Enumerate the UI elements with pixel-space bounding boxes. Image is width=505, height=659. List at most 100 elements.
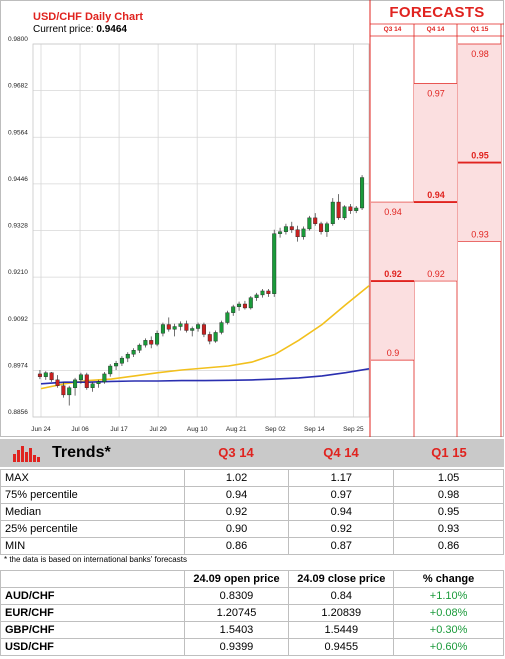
x-tick-label: Sep 14 xyxy=(304,426,325,433)
candle-body xyxy=(242,303,247,309)
candle-body xyxy=(172,326,177,330)
y-tick-label: 0.9800 xyxy=(8,36,28,43)
y-tick-label: 0.9328 xyxy=(8,223,28,230)
value-cell: 0.95 xyxy=(393,503,504,521)
value-cell: 0.98 xyxy=(393,486,504,504)
forecast-range-band xyxy=(414,83,457,282)
candle-body xyxy=(149,340,154,345)
moving-average-line xyxy=(40,285,370,390)
candle-body xyxy=(272,233,277,294)
candle-body xyxy=(49,372,54,381)
candle-body xyxy=(67,387,72,396)
candle-body xyxy=(90,383,95,388)
candle-body xyxy=(219,322,224,333)
candle-body xyxy=(319,223,324,232)
trends-row-p75: 75% percentile 0.94 0.97 0.98 xyxy=(0,486,504,504)
candle-body xyxy=(283,226,288,232)
candle-body xyxy=(354,207,359,211)
value-cell: 0.93 xyxy=(393,520,504,538)
trends-row-p25: 25% percentile 0.90 0.92 0.93 xyxy=(0,520,504,538)
forecast-col-q3: Q3 14 xyxy=(383,26,402,33)
change-cell: +1.10% xyxy=(393,587,504,605)
forecast-min-label: 0.9 xyxy=(387,348,400,358)
fx-row: AUD/CHF 0.8309 0.84 +1.10% xyxy=(0,587,504,605)
trends-title: Trends* xyxy=(52,444,111,461)
value-cell: 0.97 xyxy=(288,486,395,504)
close-cell: 1.5449 xyxy=(288,621,395,639)
fx-table: 24.09 open price 24.09 close price % cha… xyxy=(0,570,504,656)
value-cell: 1.17 xyxy=(288,469,395,487)
forecasts-title: FORECASTS xyxy=(389,4,485,21)
candle-body xyxy=(301,228,306,238)
trends-row-min: MIN 0.86 0.87 0.86 xyxy=(0,537,504,555)
candle-body xyxy=(307,217,312,230)
header-cell: 24.09 close price xyxy=(288,570,395,588)
change-cell: +0.60% xyxy=(393,638,504,656)
forecast-median-label: 0.94 xyxy=(427,190,445,200)
value-cell: 0.87 xyxy=(288,537,395,555)
pair-cell: AUD/CHF xyxy=(0,587,185,605)
candle-body xyxy=(348,206,353,211)
y-tick-label: 0.9210 xyxy=(8,269,28,276)
forecast-median-label: 0.95 xyxy=(471,151,489,161)
y-tick-label: 0.9446 xyxy=(8,176,28,183)
candle-body xyxy=(201,324,206,335)
candle-body xyxy=(131,350,136,355)
x-tick-label: Aug 21 xyxy=(226,426,247,433)
candle-body xyxy=(61,385,66,396)
candle-body xyxy=(137,344,142,351)
row-label: MAX xyxy=(0,469,185,487)
fx-row: USD/CHF 0.9399 0.9455 +0.60% xyxy=(0,638,504,656)
candle-body xyxy=(43,372,48,377)
value-cell: 0.94 xyxy=(288,503,395,521)
x-tick-label: Jul 29 xyxy=(149,426,167,433)
pair-cell: GBP/CHF xyxy=(0,621,185,639)
row-label: 25% percentile xyxy=(0,520,185,538)
x-tick-label: Jul 17 xyxy=(110,426,128,433)
candle-body xyxy=(114,363,119,367)
candle-body xyxy=(336,201,341,219)
value-cell: 0.92 xyxy=(288,520,395,538)
candle-body xyxy=(342,206,347,219)
value-cell: 0.86 xyxy=(183,537,290,555)
header-cell xyxy=(0,570,185,588)
candle-body xyxy=(313,217,318,224)
candle-body xyxy=(73,379,78,388)
chart-frame xyxy=(0,0,504,437)
forecast-col-q1: Q1 15 xyxy=(470,26,489,33)
candle-body xyxy=(119,357,124,364)
x-tick-label: Jul 06 xyxy=(71,426,89,433)
x-tick-label: Aug 10 xyxy=(187,426,208,433)
forecast-col-q4: Q4 14 xyxy=(426,26,445,33)
candle-body xyxy=(96,381,101,385)
open-cell: 0.9399 xyxy=(183,638,290,656)
fx-row: GBP/CHF 1.5403 1.5449 +0.30% xyxy=(0,621,504,639)
candle-body xyxy=(37,373,42,377)
change-cell: +0.08% xyxy=(393,604,504,622)
forecast-min-label: 0.92 xyxy=(427,269,445,279)
candle-body xyxy=(166,324,171,330)
current-price-label: Current price: xyxy=(33,24,94,35)
pair-cell: EUR/CHF xyxy=(0,604,185,622)
trends-table: MAX 1.02 1.17 1.05 75% percentile 0.94 0… xyxy=(0,469,504,555)
candle-body xyxy=(289,226,294,230)
value-cell: 0.86 xyxy=(393,537,504,555)
candle-body xyxy=(278,231,283,234)
value-cell: 0.94 xyxy=(183,486,290,504)
candle-body xyxy=(324,223,329,232)
forecast-median-label: 0.92 xyxy=(384,269,402,279)
candle-body xyxy=(108,365,113,375)
candle-body xyxy=(237,303,242,307)
candle-body xyxy=(178,323,183,327)
forecast-max-label: 0.97 xyxy=(427,89,445,99)
open-cell: 1.5403 xyxy=(183,621,290,639)
candle-body xyxy=(78,374,83,381)
value-cell: 1.05 xyxy=(393,469,504,487)
y-tick-label: 0.9564 xyxy=(8,129,28,136)
candle-body xyxy=(231,306,236,313)
value-cell: 1.02 xyxy=(183,469,290,487)
bar-chart-icon xyxy=(13,446,40,462)
forecast-range-band xyxy=(458,44,501,242)
candle-body xyxy=(55,379,60,386)
candle-body xyxy=(295,229,300,238)
